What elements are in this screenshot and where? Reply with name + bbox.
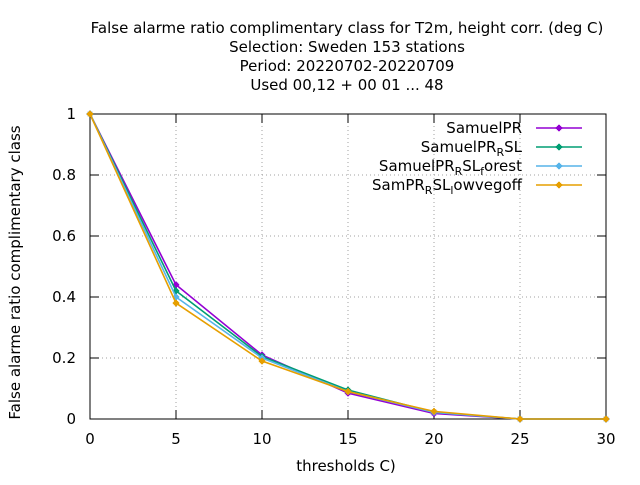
legend-label: SamuelPR (446, 119, 522, 137)
y-axis-label: False alarme ratio complimentary class (6, 125, 24, 419)
data-point (516, 415, 524, 423)
legend-entry: SamuelPRRSL (421, 138, 582, 159)
y-tick-label: 0.6 (52, 227, 76, 245)
marker-center (556, 182, 562, 188)
x-tick-label: 30 (596, 430, 615, 448)
x-tick-labels: 0 5 10 15 20 25 30 (85, 430, 615, 448)
grid-lines (90, 114, 606, 419)
legend: SamuelPRSamuelPRRSLSamuelPRRSLforestSamP… (372, 119, 582, 197)
x-tick-label: 10 (252, 430, 271, 448)
x-tick-label: 0 (85, 430, 95, 448)
legend-label: SamuelPRRSLforest (379, 157, 522, 178)
legend-label: SamPRRSLlowvegoff (372, 176, 523, 197)
series-4 (86, 110, 610, 423)
x-tick-label: 20 (424, 430, 443, 448)
title-line-2: Selection: Sweden 153 stations (229, 38, 465, 56)
title-line-1: False alarme ratio complimentary class f… (91, 19, 604, 37)
axis-ticks (89, 113, 607, 420)
y-tick-label: 0.8 (52, 166, 76, 184)
legend-entry: SamuelPR (446, 119, 582, 137)
y-tick-label: 0.2 (52, 349, 76, 367)
title-line-4: Used 00,12 + 00 01 ... 48 (250, 76, 443, 94)
marker-center (259, 358, 265, 364)
y-tick-label: 0 (66, 410, 76, 428)
marker-center (345, 389, 351, 394)
title-line-3: Period: 20220702-20220709 (240, 57, 455, 75)
y-tick-label: 0.4 (52, 288, 76, 306)
marker-center (173, 300, 179, 306)
marker-center (431, 409, 437, 414)
marker-center (556, 125, 562, 131)
marker-center (173, 282, 179, 287)
legend-entry: SamuelPRRSLforest (379, 157, 582, 178)
marker-center (603, 416, 609, 422)
data-point (430, 408, 438, 415)
x-axis-label: thresholds C) (296, 457, 396, 475)
data-point (258, 357, 266, 365)
y-tick-labels: 0 0.2 0.4 0.6 0.8 1 (52, 105, 76, 428)
data-point (86, 110, 94, 118)
x-tick-label: 15 (338, 430, 357, 448)
data-point (172, 299, 180, 307)
chart-title: False alarme ratio complimentary class f… (91, 19, 604, 94)
marker-center (87, 111, 93, 117)
marker-center (173, 288, 179, 294)
y-tick-label: 1 (66, 105, 76, 123)
legend-label: SamuelPRRSL (421, 138, 523, 159)
x-tick-label: 25 (510, 430, 529, 448)
series-lines (86, 110, 610, 423)
marker-center (556, 163, 562, 169)
marker-center (173, 294, 179, 300)
x-tick-label: 5 (171, 430, 181, 448)
data-point (602, 415, 610, 423)
data-point (344, 388, 352, 395)
marker-center (517, 416, 523, 422)
legend-entry: SamPRRSLlowvegoff (372, 176, 582, 197)
marker-center (556, 144, 562, 150)
